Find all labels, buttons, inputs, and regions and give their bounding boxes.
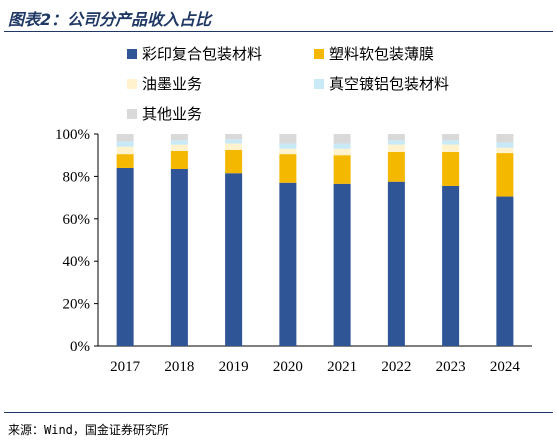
bar-segment: [333, 148, 351, 156]
x-tick-label: 2022: [381, 359, 411, 375]
bar-segment: [387, 144, 405, 153]
x-tick-label: 2019: [219, 359, 249, 375]
bar-segment: [333, 155, 351, 184]
bar-segment: [279, 154, 297, 183]
bar-segment: [225, 173, 243, 346]
bar-segment: [170, 134, 188, 141]
bar-segment: [387, 181, 405, 346]
y-tick-label: 0%: [70, 339, 90, 355]
legend-swatch: [314, 49, 324, 59]
y-tick-label: 100%: [55, 127, 90, 143]
y-tick-label: 20%: [63, 297, 91, 313]
bar-segment: [387, 134, 405, 141]
bar-segment: [333, 183, 351, 346]
bar-segment: [442, 140, 460, 145]
bar-segment: [442, 134, 460, 141]
chart-title: 图表2：公司分产品收入占比: [8, 10, 212, 29]
bar-segment: [279, 182, 297, 346]
source-divider: [4, 412, 553, 413]
bar-segment: [496, 142, 514, 148]
bar-segment: [225, 143, 243, 150]
x-tick-label: 2020: [273, 359, 303, 375]
bar-segment: [496, 147, 514, 154]
bar-segment: [170, 144, 188, 151]
legend-label: 其他业务: [142, 105, 202, 123]
bar-segment: [442, 144, 460, 153]
x-tick-label: 2023: [436, 359, 466, 375]
bar-segment: [279, 148, 297, 155]
bar-segment: [442, 152, 460, 186]
bar-segment: [170, 168, 188, 346]
legend-swatch: [127, 109, 137, 119]
bar-segment: [496, 134, 514, 143]
bar-segment: [116, 134, 134, 142]
y-tick-label: 40%: [63, 254, 91, 270]
x-tick-label: 2018: [164, 359, 194, 375]
bar-segment: [116, 141, 134, 147]
legend-swatch: [127, 49, 137, 59]
bar-segment: [442, 185, 460, 346]
bar-segment: [170, 140, 188, 145]
bar-segment: [225, 139, 243, 144]
legend-label: 彩印复合包装材料: [142, 45, 262, 63]
bar-segment: [496, 196, 514, 346]
x-tick-label: 2021: [327, 359, 357, 375]
y-tick-label: 80%: [63, 169, 91, 185]
bar-segment: [116, 154, 134, 168]
title-divider: [4, 31, 553, 32]
legend-swatch: [314, 79, 324, 89]
bar-segment: [387, 140, 405, 145]
source-note: 来源：Wind，国金证券研究所: [8, 423, 169, 437]
bar-segment: [279, 134, 297, 144]
bar-segment: [225, 149, 243, 174]
bar-segment: [170, 150, 188, 169]
legend-label: 塑料软包装薄膜: [329, 45, 434, 63]
bar-segment: [116, 146, 134, 155]
bar-segment: [496, 153, 514, 197]
x-tick-label: 2017: [110, 359, 141, 375]
bar-segment: [333, 134, 351, 144]
bar-segment: [387, 152, 405, 182]
bar-segment: [333, 143, 351, 149]
legend-swatch: [127, 79, 137, 89]
legend-label: 油墨业务: [142, 75, 202, 93]
bar-segment: [225, 134, 243, 140]
bar-segment: [116, 167, 134, 346]
x-tick-label: 2024: [490, 359, 521, 375]
bar-segment: [279, 143, 297, 149]
y-tick-label: 60%: [63, 212, 91, 228]
legend-label: 真空镀铝包装材料: [329, 75, 449, 93]
